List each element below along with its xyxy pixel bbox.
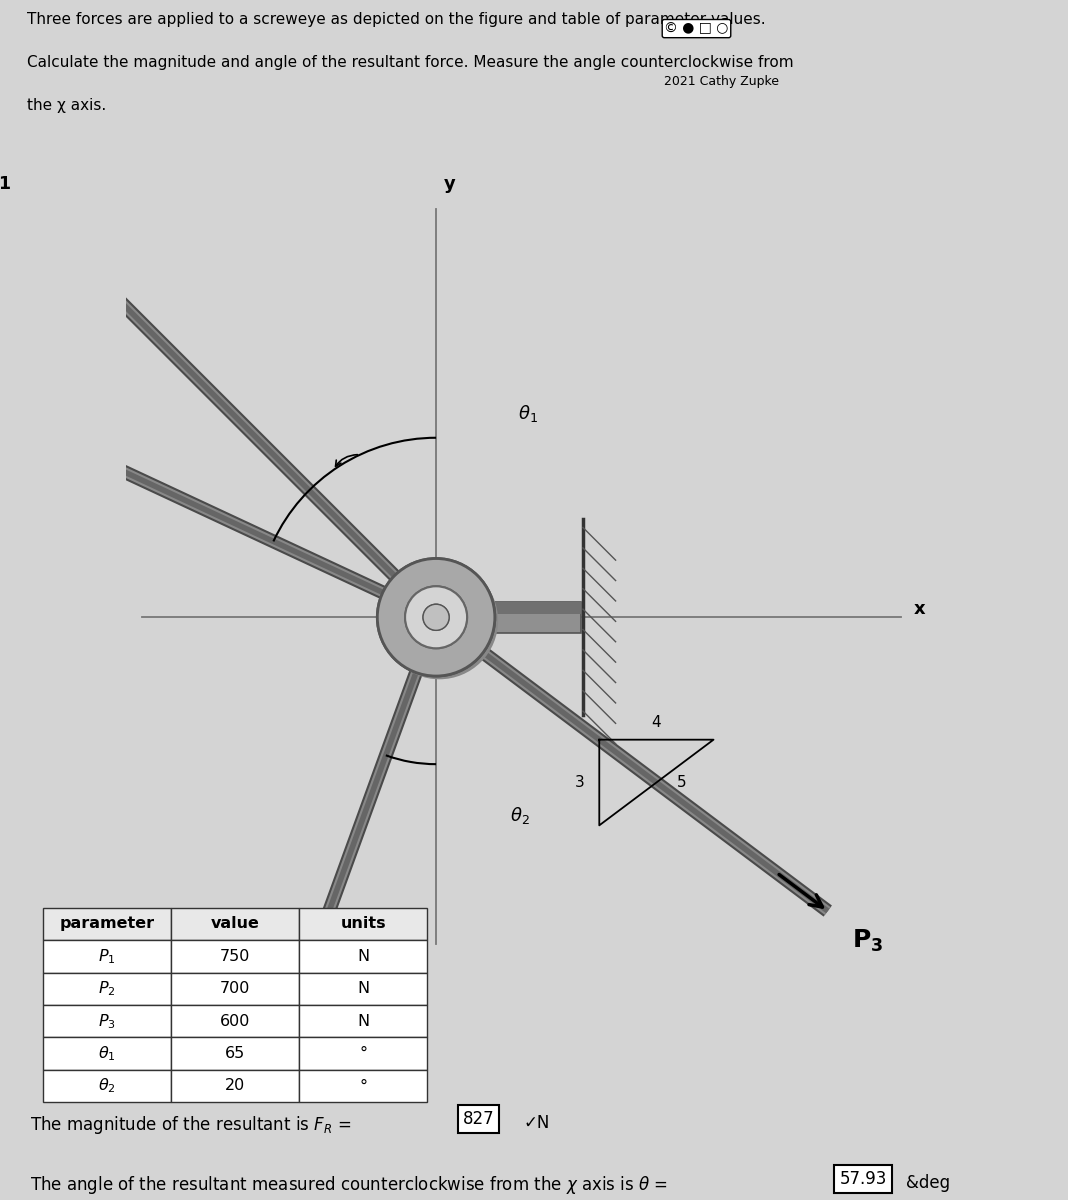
Text: &deg: &deg: [906, 1174, 949, 1192]
Text: 57.93: 57.93: [839, 1170, 886, 1188]
Bar: [454, 601, 581, 632]
Circle shape: [423, 605, 450, 630]
Circle shape: [405, 587, 467, 648]
Text: $\mathbf{P_2}$: $\mathbf{P_2}$: [260, 1057, 290, 1084]
Text: the χ axis.: the χ axis.: [27, 98, 106, 113]
Circle shape: [380, 562, 498, 679]
Text: $\mathbf{P_1}$: $\mathbf{P_1}$: [0, 166, 11, 192]
Text: $\mathbf{P_3}$: $\mathbf{P_3}$: [852, 928, 883, 954]
Circle shape: [377, 558, 494, 676]
Circle shape: [377, 558, 494, 676]
Text: $\theta_1$: $\theta_1$: [518, 403, 537, 424]
Text: 3: 3: [575, 775, 584, 790]
Circle shape: [405, 587, 467, 648]
Text: $\theta_2$: $\theta_2$: [509, 805, 530, 826]
Text: 4: 4: [651, 715, 661, 730]
Text: The magnitude of the resultant is $F_R$ =: The magnitude of the resultant is $F_R$ …: [30, 1114, 351, 1135]
Text: The angle of the resultant measured counterclockwise from the $\chi$ axis is $\t: The angle of the resultant measured coun…: [30, 1174, 668, 1195]
Text: Calculate the magnitude and angle of the resultant force. Measure the angle coun: Calculate the magnitude and angle of the…: [27, 55, 794, 70]
Bar: [454, 601, 581, 614]
Text: © ● □ ○: © ● □ ○: [664, 22, 728, 36]
Circle shape: [423, 605, 450, 630]
Text: y: y: [444, 175, 456, 193]
Text: 5: 5: [677, 775, 687, 790]
Text: Three forces are applied to a screweye as depicted on the figure and table of pa: Three forces are applied to a screweye a…: [27, 12, 766, 26]
Text: ✓N: ✓N: [523, 1114, 550, 1132]
Text: 827: 827: [462, 1110, 494, 1128]
Text: 2021 Cathy Zupke: 2021 Cathy Zupke: [664, 74, 780, 88]
Text: x: x: [913, 600, 925, 618]
